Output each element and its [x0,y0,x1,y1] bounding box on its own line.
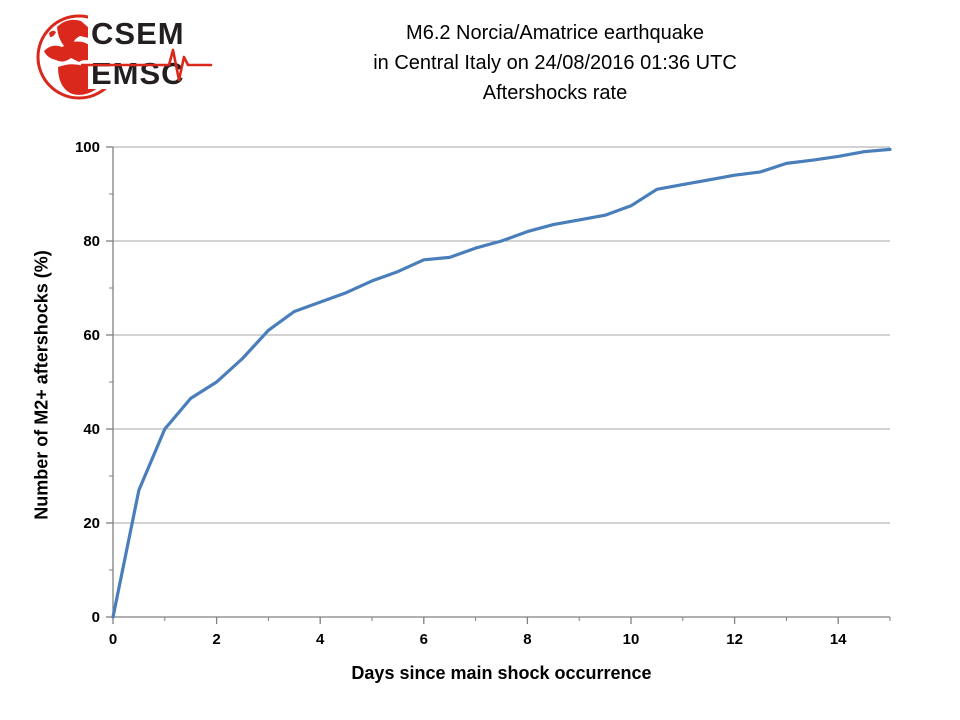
y-tick-label-40: 40 [83,421,100,438]
chart-title-line-1: M6.2 Norcia/Amatrice earthquake [406,22,704,44]
seismogram-trace-icon [81,48,213,82]
chart-title-line-2: in Central Italy on 24/08/2016 01:36 UTC [373,52,737,74]
y-tick-label-0: 0 [92,609,100,626]
logo-csem-text: CSEM [91,16,185,51]
logo-wordmark: CSEM EMSC [88,12,188,89]
x-tick-label-0: 0 [109,631,117,648]
x-tick-label-12: 12 [726,631,743,648]
x-tick-label-14: 14 [830,631,847,648]
y-tick-label-60: 60 [83,327,100,344]
y-tick-label-80: 80 [83,233,100,250]
x-tick-label-2: 2 [212,631,220,648]
chart-title-line-3: Aftershocks rate [482,82,628,104]
x-axis-title: Days since main shock occurrence [351,663,652,683]
y-tick-label-100: 100 [75,139,100,156]
aftershocks-cumulative-line [111,147,892,619]
x-tick-label-4: 4 [316,631,325,648]
chart-title: M6.2 Norcia/Amatrice earthquake in Centr… [155,18,955,108]
x-tick-label-6: 6 [420,631,428,648]
x-tick-label-8: 8 [523,631,531,648]
x-tick-label-10: 10 [623,631,640,648]
csem-emsc-logo: CSEM EMSC [35,12,215,104]
y-tick-label-20: 20 [83,515,100,532]
